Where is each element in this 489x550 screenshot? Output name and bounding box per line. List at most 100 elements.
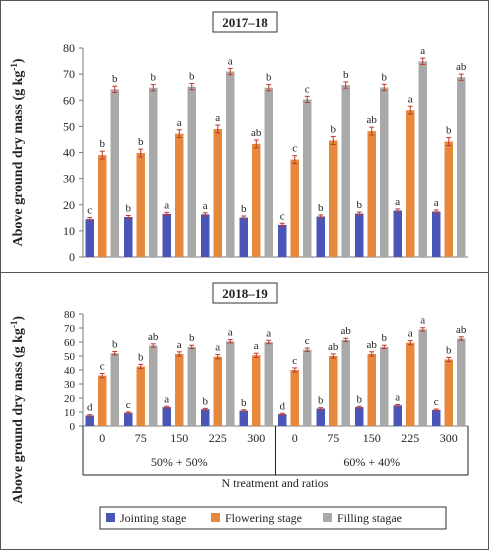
bar-jointing [316,216,325,257]
bar-flowering [136,366,145,426]
bar-jointing [393,405,402,426]
significance-label: b [189,332,195,344]
chart-layer: 2017–18 0 10 20 30 40 50 60 70 80 Above ground dry… [9,11,469,530]
significance-label: b [357,393,363,405]
significance-label: b [382,332,388,344]
bar-jointing [278,414,287,426]
bar-filling [187,346,196,426]
significance-label: b [138,351,144,363]
bar-filling [264,342,273,426]
significance-label: ab [148,331,159,343]
x-tick-label: 150 [170,431,188,445]
y-tick-label: 60 [64,337,76,349]
bar-flowering [329,140,338,257]
bar-jointing [316,408,325,426]
significance-label: b [318,395,324,407]
bar-flowering [136,153,145,257]
significance-label: a [164,393,169,405]
bar-jointing [278,224,287,257]
bar-filling [110,89,119,257]
significance-label: ab [456,324,467,336]
significance-label: a [420,315,425,327]
bar-jointing [239,217,248,257]
significance-label: c [126,399,131,411]
bar-jointing [201,214,210,257]
bar-flowering [213,128,222,257]
y-tick-label: 50 [64,351,76,363]
x-group-label: 60% + 40% [343,455,400,469]
bar-jointing [162,213,171,257]
chart-title-box [212,11,278,33]
significance-label: c [434,396,439,408]
bar-jointing [85,415,94,426]
significance-label: b [446,125,452,137]
significance-label: b [331,124,337,136]
y-tick-label: 80 [64,309,76,321]
bar-filling [149,345,158,426]
significance-label: a [434,197,439,209]
significance-label: d [87,402,93,414]
bar-jointing [393,210,402,257]
legend-swatch-flowering [211,513,220,522]
significance-label: ab [328,341,339,353]
significance-label: c [305,83,310,95]
legend-label: Flowering stage [225,511,302,525]
x-tick-label: 300 [440,431,458,445]
significance-label: ab [367,114,378,126]
significance-label: c [280,210,285,222]
bar-filling [187,86,196,257]
bar-filling [110,353,119,426]
x-tick-label: 300 [247,431,265,445]
significance-label: a [177,339,182,351]
significance-label: b [100,138,106,150]
bar-jointing [432,211,441,257]
y-axis-title: Above ground dry mass (g kg-1) [9,58,26,246]
significance-label: b [126,202,132,214]
y-tick-label: 50 [63,119,75,133]
bar-filling [149,87,158,258]
significance-label: b [112,73,118,85]
significance-label: ab [251,127,262,139]
y-axis-title-tail: ) [11,316,26,321]
significance-label: b [446,344,452,356]
y-tick-label: 80 [63,41,75,55]
significance-label: a [408,328,413,340]
x-tick-label: 0 [99,431,105,445]
significance-label: b [357,199,363,211]
significance-label: b [151,72,157,84]
significance-label: b [318,202,324,214]
y-tick-label: 70 [64,323,76,335]
bar-filling [341,339,350,426]
y-axis-title-text: Above ground dry mass (g kg [11,71,26,247]
significance-label: b [138,136,144,148]
y-tick-label: 40 [63,146,75,160]
bar-filling [457,338,466,426]
significance-label: a [395,391,400,403]
bar-jointing [124,412,133,426]
bar-flowering [329,356,338,426]
x-group-label: 50% + 50% [151,455,208,469]
bar-flowering [98,155,107,257]
y-tick-label: 30 [64,379,76,391]
y-axis-title: Above ground dry mass (g kg-1) [9,316,26,504]
y-tick-label: 20 [63,198,75,212]
x-tick-label: 0 [292,431,298,445]
bar-jointing [201,409,210,426]
bar-filling [418,61,427,258]
x-tick-label: 225 [209,431,227,445]
bar-jointing [432,409,441,426]
bar-filling [303,99,312,257]
y-tick-label: 0 [69,250,75,264]
legend-swatch-filling [323,513,332,522]
bar-flowering [406,110,415,258]
y-tick-label: 60 [63,93,75,107]
x-tick-label: 225 [401,431,419,445]
bar-filling [380,87,389,257]
y-tick-label: 10 [64,407,76,419]
y-axis-title-text: Above ground dry mass (g kg [11,328,26,504]
significance-label: a [420,45,425,57]
bar-jointing [239,410,248,426]
bar-filling [380,346,389,426]
